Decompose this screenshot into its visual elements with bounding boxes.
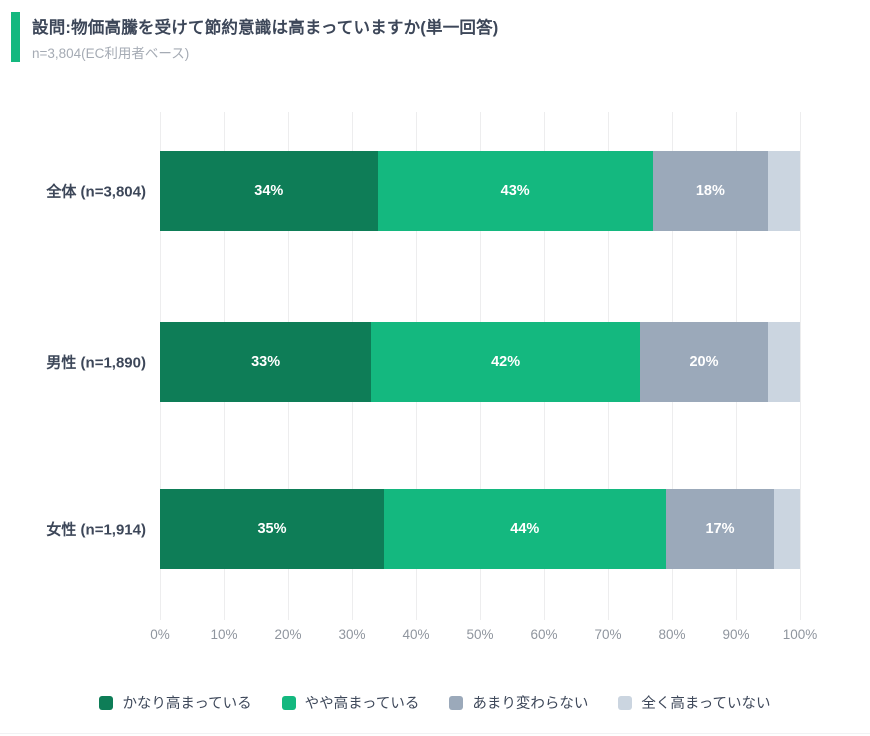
x-tick-label: 80%	[658, 627, 686, 642]
bar-segment: 43%	[377, 151, 653, 231]
stacked-bar: 35% 44% 17%	[160, 489, 800, 569]
category-label: 全体 (n=3,804)	[46, 183, 146, 201]
legend-swatch	[99, 695, 114, 710]
legend: かなり高まっている やや高まっている あまり変わらない 全く高まっていない	[0, 692, 870, 713]
bar-segment	[774, 489, 800, 569]
chart-row: 男性 (n=1,890) 33% 42% 20%	[46, 322, 800, 402]
legend-item: やや高まっている	[281, 692, 420, 713]
x-tick-label: 40%	[402, 627, 430, 642]
bar-segment: 34%	[160, 151, 378, 231]
bar-segment: 44%	[384, 489, 666, 569]
legend-swatch	[618, 695, 633, 710]
x-tick-label: 10%	[210, 627, 238, 642]
legend-item: あまり変わらない	[449, 692, 588, 713]
gridline	[800, 112, 801, 620]
legend-label: かなり高まっている	[122, 696, 252, 712]
bar-segment: 17%	[665, 489, 775, 569]
bar-segment: 33%	[160, 322, 372, 402]
x-tick-label: 0%	[150, 627, 170, 642]
x-tick-label: 90%	[722, 627, 750, 642]
legend-item: 全く高まっていない	[618, 692, 771, 713]
bar-segment: 42%	[371, 322, 640, 402]
x-axis: 0% 10% 20% 30% 40% 50% 60% 70% 80% 90% 100%	[150, 620, 817, 650]
legend-label: やや高まっている	[304, 696, 420, 712]
bar-segment	[767, 322, 800, 402]
x-tick-label: 30%	[338, 627, 366, 642]
x-tick-label: 60%	[530, 627, 558, 642]
x-tick-label: 100%	[782, 627, 818, 642]
legend-label: 全く高まっていない	[641, 696, 771, 712]
chart-title: 設問:物価高騰を受けて節約意識は高まっていますか(単一回答)	[32, 19, 499, 37]
x-tick-label: 50%	[466, 627, 494, 642]
chart-row: 全体 (n=3,804) 34% 43% 18%	[46, 151, 800, 231]
chart-row: 女性 (n=1,914) 35% 44% 17%	[46, 489, 800, 569]
stacked-bar: 34% 43% 18%	[160, 151, 800, 231]
plot-area: 全体 (n=3,804) 34% 43% 18% 男性 (n=1,890) 33% 42% 2…	[46, 112, 801, 620]
bottom-divider	[0, 733, 870, 734]
legend-item: かなり高まっている	[99, 692, 252, 713]
legend-label: あまり変わらない	[472, 696, 589, 712]
legend-swatch	[449, 695, 464, 710]
bar-segment: 18%	[652, 151, 768, 231]
category-label: 男性 (n=1,890)	[46, 354, 146, 372]
legend-swatch	[281, 695, 296, 710]
x-tick-label: 70%	[594, 627, 622, 642]
category-label: 女性 (n=1,914)	[46, 521, 146, 539]
x-tick-label: 20%	[274, 627, 302, 642]
bar-segment: 20%	[639, 322, 768, 402]
chart-subtitle: n=3,804(EC利用者ベース)	[32, 46, 190, 61]
bar-segment	[767, 151, 800, 231]
title-accent-bar	[11, 12, 20, 62]
bar-segment: 35%	[160, 489, 384, 569]
stacked-bar: 33% 42% 20%	[160, 322, 800, 402]
